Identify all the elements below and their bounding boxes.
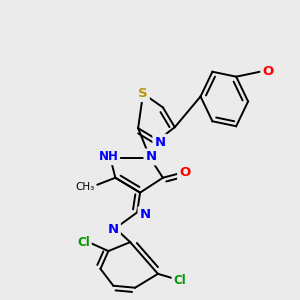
Text: NH: NH xyxy=(98,150,118,164)
Text: N: N xyxy=(146,150,157,164)
Text: Cl: Cl xyxy=(77,236,90,249)
Text: N: N xyxy=(108,223,119,236)
Text: CH₃: CH₃ xyxy=(75,182,94,192)
Text: N: N xyxy=(154,136,166,148)
Text: O: O xyxy=(262,65,274,78)
Text: O: O xyxy=(179,166,190,179)
Text: N: N xyxy=(140,208,151,221)
Text: Cl: Cl xyxy=(173,274,186,287)
Text: S: S xyxy=(138,87,148,100)
